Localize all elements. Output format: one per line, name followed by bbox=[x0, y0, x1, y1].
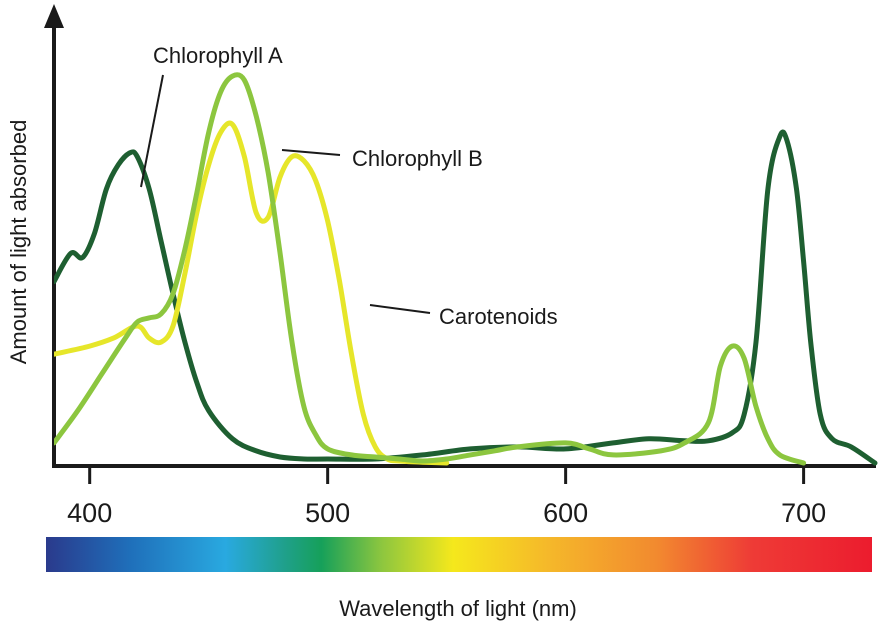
series-line-carotenoids bbox=[54, 120, 450, 466]
x-tick-label-400: 400 bbox=[67, 498, 112, 528]
leader-carotenoids bbox=[369, 304, 431, 314]
leader-chlorophyll-a bbox=[140, 74, 164, 188]
x-tick-label-500: 500 bbox=[305, 498, 350, 528]
annotation-carotenoids: Carotenoids bbox=[439, 304, 558, 329]
y-axis-title: Amount of light absorbed bbox=[6, 120, 31, 365]
spectrum-bar bbox=[46, 537, 872, 572]
x-tick-label-700: 700 bbox=[781, 498, 826, 528]
x-tick-label-600: 600 bbox=[543, 498, 588, 528]
series-line-chlorophyll-b bbox=[54, 72, 807, 466]
annotation-chlorophyll-a: Chlorophyll A bbox=[153, 43, 283, 68]
x-ticks: 400 500 600 700 bbox=[67, 466, 826, 528]
series-lines bbox=[54, 72, 878, 466]
y-axis-arrow bbox=[44, 4, 64, 28]
annotation-chlorophyll-b: Chlorophyll B bbox=[352, 146, 483, 171]
leader-chlorophyll-b bbox=[281, 149, 341, 156]
x-axis-title: Wavelength of light (nm) bbox=[339, 596, 577, 621]
series-line-chlorophyll-a bbox=[54, 129, 878, 466]
